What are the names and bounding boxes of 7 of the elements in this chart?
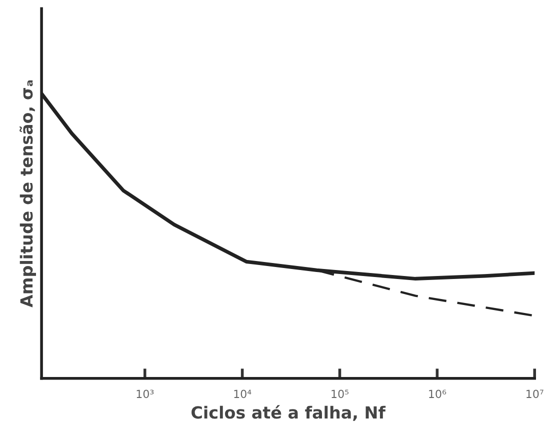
x-axis-title: Ciclos até a falha, Nf — [192, 405, 386, 421]
x-tick-label: 10³ — [136, 390, 154, 398]
x-tick-label: 10⁷ — [526, 390, 544, 398]
y-axis-title: Amplitude de tensão, σₐ — [20, 80, 36, 308]
x-tick-label: 10⁶ — [429, 390, 446, 398]
x-tick-label: 10⁵ — [332, 390, 349, 398]
x-tick-label: 10⁴ — [234, 390, 252, 398]
